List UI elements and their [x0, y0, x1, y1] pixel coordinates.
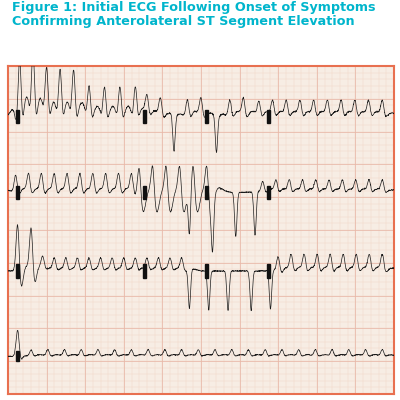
Bar [16, 110, 19, 124]
Bar [16, 186, 19, 199]
Bar [205, 186, 208, 199]
Bar [267, 264, 270, 278]
Bar [205, 110, 208, 124]
Bar [143, 264, 146, 278]
Bar [16, 264, 19, 278]
Bar [143, 110, 146, 124]
Bar [205, 264, 208, 278]
Text: Confirming Anterolateral ST Segment Elevation: Confirming Anterolateral ST Segment Elev… [12, 15, 355, 28]
Text: Figure 1: Initial ECG Following Onset of Symptoms: Figure 1: Initial ECG Following Onset of… [12, 1, 376, 14]
Bar [267, 110, 270, 124]
Bar [16, 351, 19, 361]
Bar [143, 186, 146, 199]
Bar [267, 186, 270, 199]
